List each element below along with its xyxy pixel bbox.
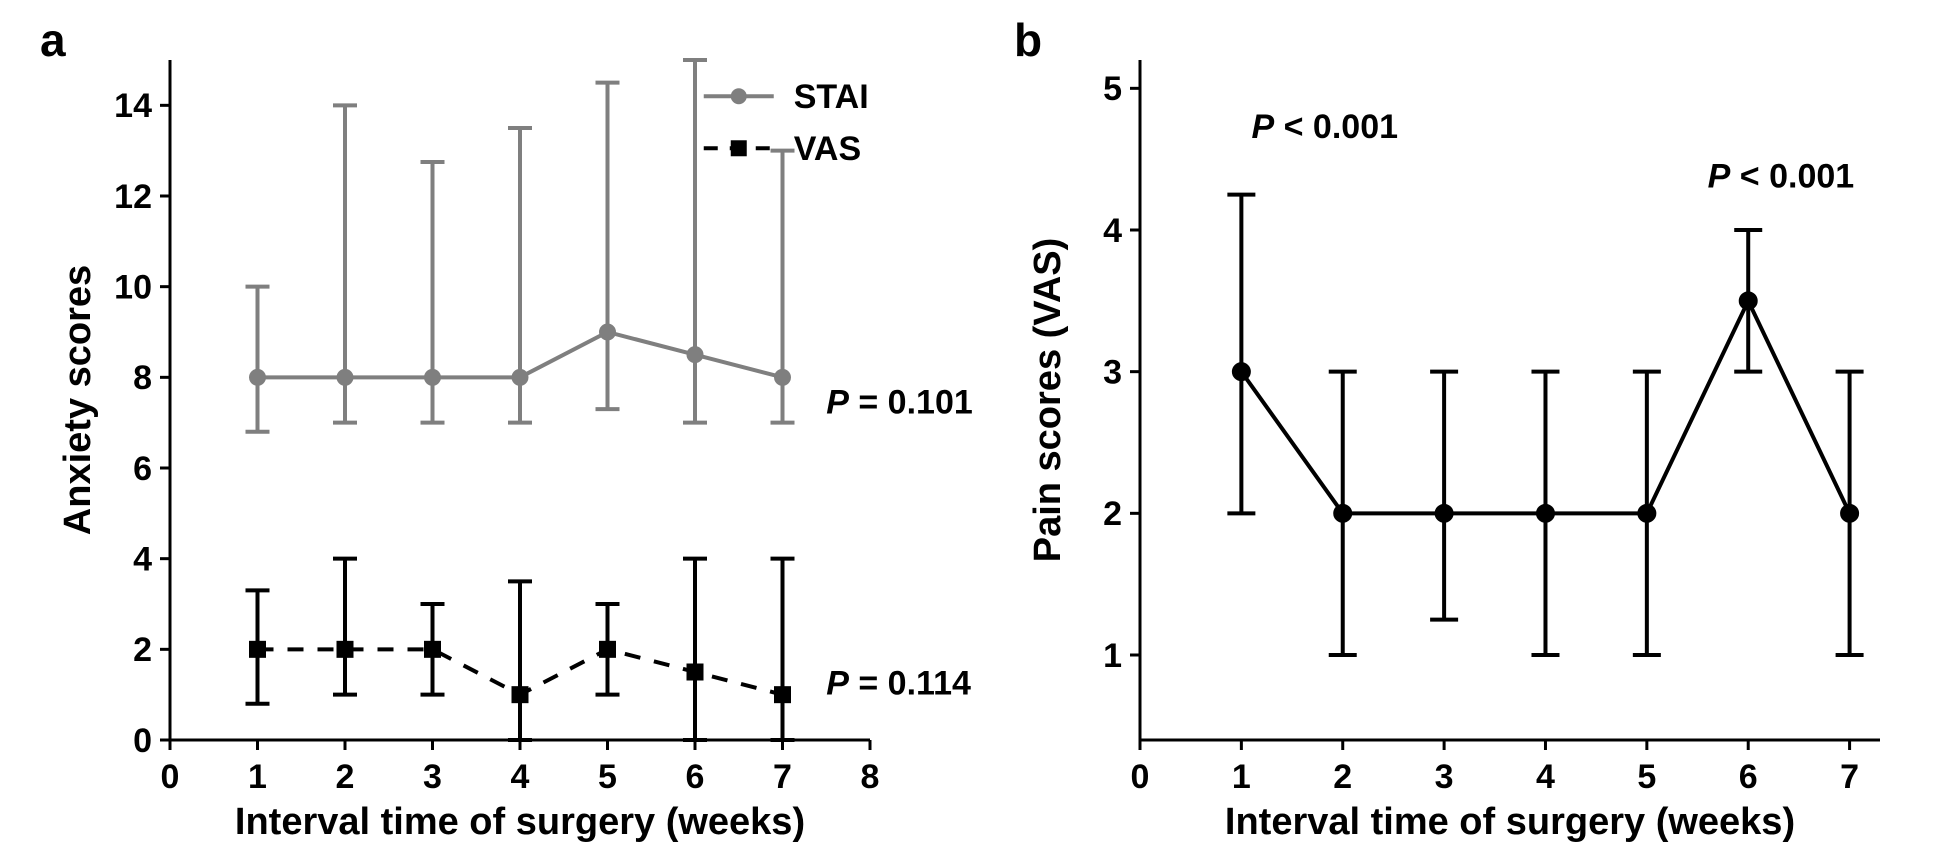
svg-text:2: 2 <box>1333 758 1352 796</box>
svg-text:12: 12 <box>114 178 152 216</box>
svg-text:6: 6 <box>686 758 705 796</box>
svg-text:1: 1 <box>248 758 267 796</box>
svg-text:0: 0 <box>133 722 152 760</box>
panel-b: 0 1 2 3 4 5 6 7 1 2 3 4 5 Interval time of surgery (w… <box>1014 14 1880 843</box>
svg-text:3: 3 <box>1435 758 1454 796</box>
legend-label: STAI <box>794 78 869 116</box>
svg-text:5: 5 <box>1637 758 1656 796</box>
svg-text:5: 5 <box>598 758 617 796</box>
panel-label-b: b <box>1014 14 1042 66</box>
svg-text:0: 0 <box>1131 758 1150 796</box>
svg-text:6: 6 <box>133 450 152 488</box>
svg-text:4: 4 <box>133 541 152 579</box>
svg-text:10: 10 <box>114 269 152 307</box>
panel-label-a: a <box>40 14 66 66</box>
svg-text:1: 1 <box>1103 637 1122 675</box>
y-axis-label: Anxiety scores <box>57 265 99 535</box>
svg-text:7: 7 <box>773 758 792 796</box>
x-axis-label: Interval time of surgery (weeks) <box>235 801 805 843</box>
svg-text:4: 4 <box>1536 758 1555 796</box>
chart-svg: 01234567802468101214Interval time of sur… <box>0 0 1946 856</box>
legend-label: VAS <box>794 130 861 168</box>
svg-text:3: 3 <box>423 758 442 796</box>
p-value: P = 0.114 <box>826 665 971 703</box>
svg-text:8: 8 <box>133 359 152 397</box>
p-value: P < 0.001 <box>1252 108 1399 146</box>
svg-text:14: 14 <box>114 87 152 125</box>
svg-text:5: 5 <box>1103 70 1122 108</box>
svg-text:7: 7 <box>1840 758 1859 796</box>
svg-text:2: 2 <box>1103 495 1122 533</box>
x-axis-label: Interval time of surgery (weeks) <box>1225 801 1795 843</box>
svg-text:3: 3 <box>1103 354 1122 392</box>
svg-text:4: 4 <box>1103 212 1122 250</box>
svg-text:1: 1 <box>1232 758 1251 796</box>
svg-text:8: 8 <box>861 758 880 796</box>
panel-a: 01234567802468101214Interval time of sur… <box>40 14 973 843</box>
y-axis-label: Pain scores (VAS) <box>1027 238 1069 563</box>
p-value: P = 0.101 <box>826 384 973 422</box>
svg-text:2: 2 <box>336 758 355 796</box>
svg-text:0: 0 <box>161 758 180 796</box>
svg-text:6: 6 <box>1739 758 1758 796</box>
figure-container: 01234567802468101214Interval time of sur… <box>0 0 1946 856</box>
svg-text:2: 2 <box>133 631 152 669</box>
svg-text:4: 4 <box>511 758 530 796</box>
p-value: P < 0.001 <box>1708 158 1855 196</box>
